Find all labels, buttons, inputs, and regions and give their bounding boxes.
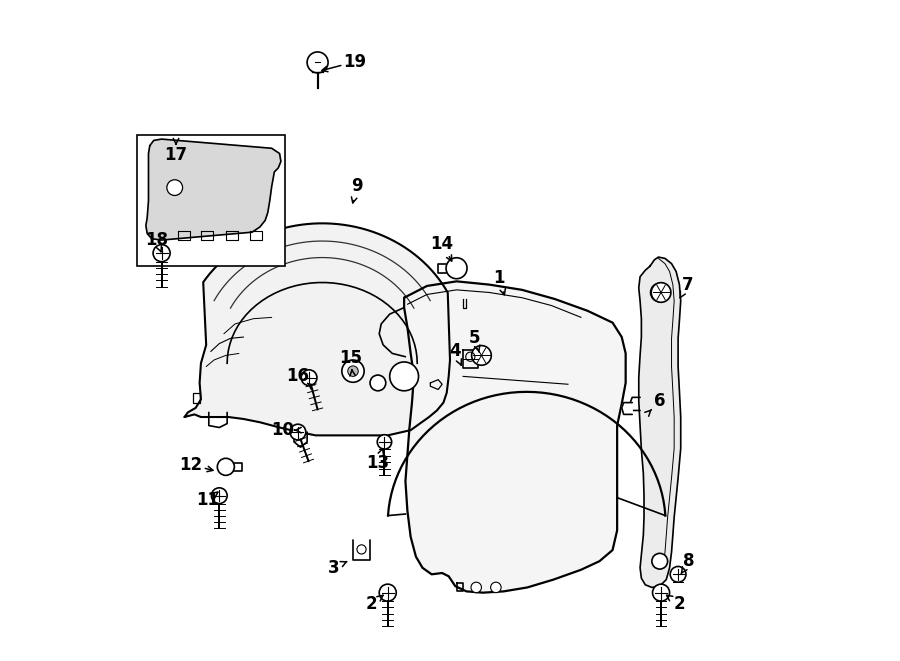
Circle shape xyxy=(471,582,482,593)
Circle shape xyxy=(652,584,670,602)
Text: 5: 5 xyxy=(469,329,481,348)
Text: 8: 8 xyxy=(683,552,695,570)
Polygon shape xyxy=(404,282,626,593)
Text: 7: 7 xyxy=(681,276,693,293)
Text: 19: 19 xyxy=(344,53,366,71)
Text: 13: 13 xyxy=(366,454,390,472)
Text: 2: 2 xyxy=(673,596,685,613)
Circle shape xyxy=(212,488,227,504)
Text: 6: 6 xyxy=(654,392,665,410)
Circle shape xyxy=(347,366,358,376)
Circle shape xyxy=(342,360,364,382)
Circle shape xyxy=(307,52,328,73)
Circle shape xyxy=(217,458,234,475)
Polygon shape xyxy=(146,139,281,240)
Text: 11: 11 xyxy=(196,490,219,508)
Polygon shape xyxy=(622,403,632,414)
Circle shape xyxy=(302,369,317,385)
Circle shape xyxy=(491,582,501,593)
Circle shape xyxy=(472,346,491,366)
Text: 9: 9 xyxy=(351,177,363,195)
Text: 1: 1 xyxy=(493,269,505,287)
Text: 3: 3 xyxy=(328,559,339,577)
Bar xyxy=(137,136,284,266)
Circle shape xyxy=(670,566,686,582)
Text: 12: 12 xyxy=(179,456,203,474)
Text: 16: 16 xyxy=(286,368,310,385)
Circle shape xyxy=(390,362,418,391)
Circle shape xyxy=(446,258,467,279)
Text: 14: 14 xyxy=(430,235,454,253)
Polygon shape xyxy=(184,223,450,436)
Circle shape xyxy=(290,424,306,440)
Circle shape xyxy=(651,284,669,301)
Text: 18: 18 xyxy=(145,231,168,249)
Circle shape xyxy=(166,180,183,196)
Text: 17: 17 xyxy=(165,146,187,164)
Text: 2: 2 xyxy=(365,596,377,613)
Circle shape xyxy=(652,283,670,302)
Circle shape xyxy=(652,553,668,569)
Circle shape xyxy=(377,435,392,449)
Circle shape xyxy=(379,584,396,602)
Polygon shape xyxy=(639,257,680,588)
Circle shape xyxy=(153,245,170,262)
Circle shape xyxy=(370,375,386,391)
Text: 15: 15 xyxy=(339,349,362,367)
Text: 10: 10 xyxy=(272,421,294,439)
Text: 4: 4 xyxy=(449,342,461,360)
